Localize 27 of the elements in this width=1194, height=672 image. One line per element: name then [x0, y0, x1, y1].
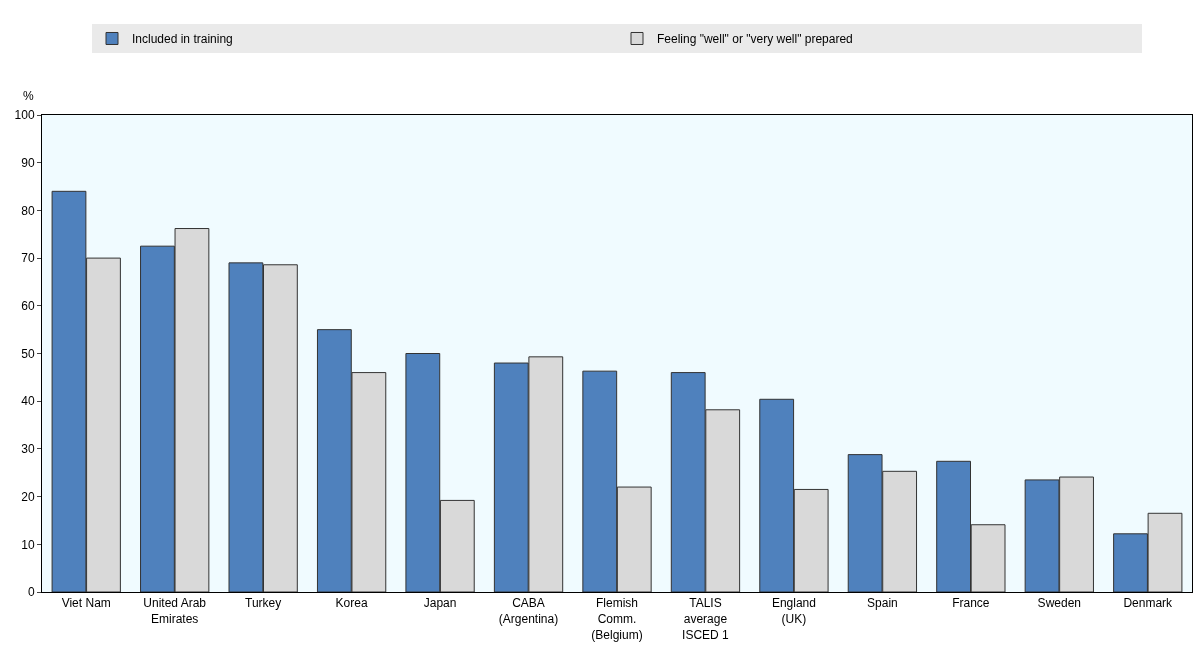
legend-label: Feeling "well" or "very well" prepared — [657, 32, 853, 47]
y-tick-label: 0 — [27, 585, 35, 600]
x-tick-label: TALIS average ISCED 1 — [682, 596, 730, 642]
y-tick-label: 30 — [21, 442, 35, 457]
x-tick-label: CABA (Argentina) — [498, 596, 559, 626]
x-tick-label: France — [952, 596, 990, 611]
y-axis-title: % — [23, 89, 34, 103]
y-tick-label: 70 — [21, 251, 35, 266]
y-tick-label: 10 — [21, 537, 35, 552]
x-tick-label: Korea — [335, 596, 368, 611]
x-tick-label: United Arab Emirates — [143, 596, 207, 626]
x-tick-label: Sweden — [1037, 596, 1081, 611]
y-tick-label: 60 — [21, 299, 35, 313]
x-tick-label: England (UK) — [771, 596, 816, 626]
x-tick-label: Spain — [867, 596, 898, 611]
y-tick-label: 90 — [21, 155, 35, 170]
x-tick-label: Turkey — [245, 596, 282, 611]
x-tick-label: Flemish Comm. (Belgium) — [591, 596, 643, 642]
x-tick-label: Denmark — [1123, 596, 1174, 611]
y-tick-label: 100 — [14, 108, 35, 123]
y-tick-label: 40 — [21, 394, 35, 409]
x-tick-label: Viet Nam — [61, 596, 111, 611]
y-tick-label: 80 — [21, 203, 35, 218]
y-tick-label: 20 — [21, 489, 35, 504]
legend-label: Included in training — [132, 32, 233, 47]
y-tick-label: 50 — [21, 346, 35, 361]
x-tick-label: Japan — [423, 596, 457, 611]
